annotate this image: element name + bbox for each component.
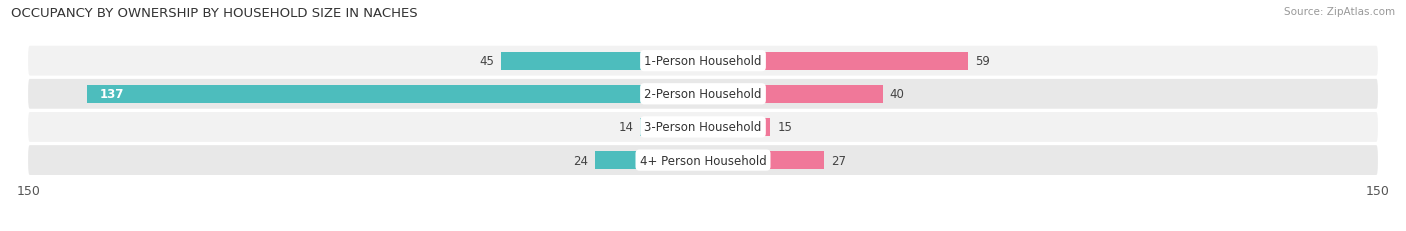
Text: 27: 27 [831, 154, 846, 167]
Bar [703, 52, 969, 70]
Bar [703, 118, 770, 137]
Bar [595, 151, 703, 170]
FancyBboxPatch shape [28, 46, 1378, 76]
Text: 1-Person Household: 1-Person Household [644, 55, 762, 68]
Bar [703, 151, 824, 170]
Text: 4+ Person Household: 4+ Person Household [640, 154, 766, 167]
Text: 2-Person Household: 2-Person Household [644, 88, 762, 101]
Text: 14: 14 [619, 121, 633, 134]
FancyBboxPatch shape [28, 112, 1378, 142]
Bar [703, 85, 883, 103]
Text: 137: 137 [100, 88, 125, 101]
Bar [501, 52, 703, 70]
Text: 24: 24 [574, 154, 588, 167]
Text: 3-Person Household: 3-Person Household [644, 121, 762, 134]
Text: 40: 40 [890, 88, 904, 101]
Bar [87, 85, 703, 103]
Text: 59: 59 [976, 55, 990, 68]
FancyBboxPatch shape [28, 79, 1378, 109]
Text: 45: 45 [479, 55, 494, 68]
Text: 15: 15 [778, 121, 792, 134]
Text: Source: ZipAtlas.com: Source: ZipAtlas.com [1284, 7, 1395, 17]
Text: OCCUPANCY BY OWNERSHIP BY HOUSEHOLD SIZE IN NACHES: OCCUPANCY BY OWNERSHIP BY HOUSEHOLD SIZE… [11, 7, 418, 20]
Bar [640, 118, 703, 137]
FancyBboxPatch shape [28, 146, 1378, 175]
